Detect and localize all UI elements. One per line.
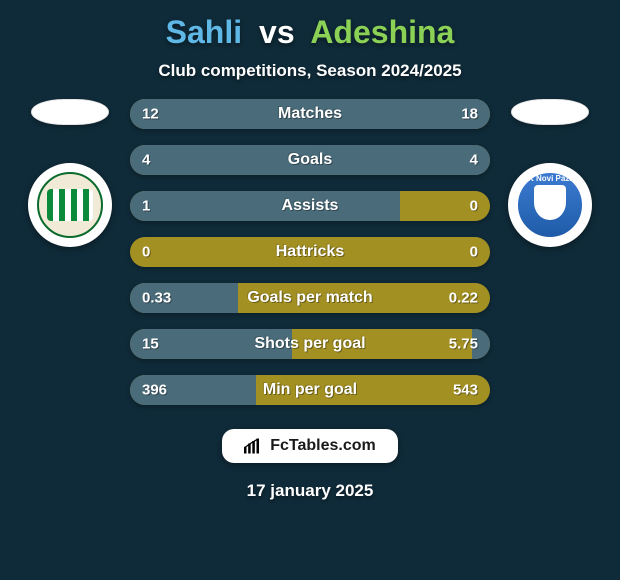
left-flag-icon xyxy=(31,99,109,125)
stat-row: 10Assists xyxy=(130,191,490,221)
stat-label: Matches xyxy=(130,105,490,123)
infographic-root: Sahli vs Adeshina Club competitions, Sea… xyxy=(0,0,620,580)
page-title: Sahli vs Adeshina xyxy=(166,14,455,51)
stat-label: Hattricks xyxy=(130,243,490,261)
brand-text: FcTables.com xyxy=(270,437,376,455)
bar-chart-icon xyxy=(244,438,264,454)
brand-pill: FcTables.com xyxy=(222,429,398,463)
stat-label: Shots per goal xyxy=(130,335,490,353)
left-column xyxy=(10,99,130,247)
stat-label: Assists xyxy=(130,197,490,215)
stat-label: Min per goal xyxy=(130,381,490,399)
right-club-crest-icon: FK Novi Pazar xyxy=(508,163,592,247)
left-club-crest-icon xyxy=(28,163,112,247)
stat-label: Goals xyxy=(130,151,490,169)
player1-name: Sahli xyxy=(166,14,242,50)
stat-row: 00Hattricks xyxy=(130,237,490,267)
right-column: FK Novi Pazar xyxy=(490,99,610,247)
player2-name: Adeshina xyxy=(310,14,454,50)
stats-column: 1218Matches 44Goals 10Assists 00Hattricks 0.… xyxy=(130,99,490,405)
right-flag-icon xyxy=(511,99,589,125)
main-row: 1218Matches 44Goals 10Assists 00Hattricks 0.… xyxy=(0,99,620,405)
stat-row: 1218Matches xyxy=(130,99,490,129)
stat-row: 155.75Shots per goal xyxy=(130,329,490,359)
date-line: 17 january 2025 xyxy=(247,481,374,501)
subtitle: Club competitions, Season 2024/2025 xyxy=(158,61,461,81)
vs-label: vs xyxy=(259,14,295,50)
stat-row: 396543Min per goal xyxy=(130,375,490,405)
stat-row: 0.330.22Goals per match xyxy=(130,283,490,313)
stat-row: 44Goals xyxy=(130,145,490,175)
stat-label: Goals per match xyxy=(130,289,490,307)
